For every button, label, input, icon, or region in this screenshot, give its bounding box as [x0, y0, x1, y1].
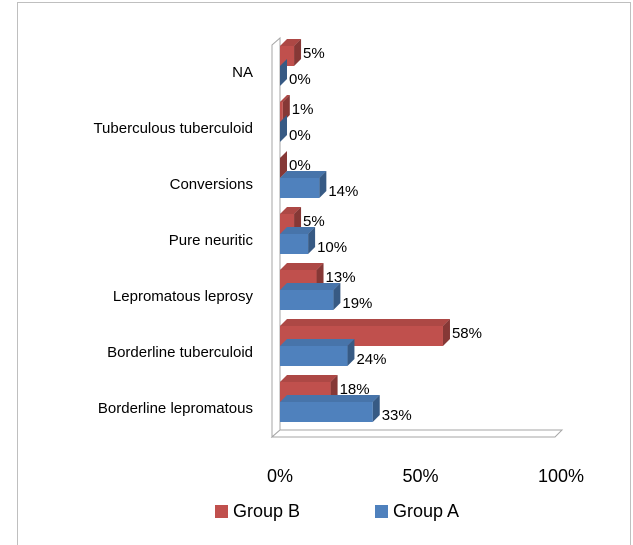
side-wall — [271, 36, 281, 439]
bar-group — [280, 95, 290, 122]
legend-label: Group A — [393, 501, 459, 521]
data-label: 0% — [289, 157, 311, 174]
bar-side — [442, 319, 450, 346]
bar-side — [280, 59, 287, 86]
bar-top — [280, 95, 290, 102]
legend-swatch — [215, 505, 228, 518]
bar-group — [280, 115, 287, 142]
data-label: 18% — [340, 381, 370, 398]
data-label: 0% — [289, 71, 311, 88]
bar-group — [280, 171, 327, 198]
bar-group — [280, 151, 287, 178]
data-label: 0% — [289, 127, 311, 144]
bar — [280, 178, 320, 198]
data-label: 24% — [356, 351, 386, 368]
data-label: 14% — [328, 183, 358, 200]
y-tick-label: Lepromatous leprosy — [113, 288, 254, 305]
bar — [280, 346, 348, 366]
bar-top — [280, 375, 338, 382]
data-label: 10% — [317, 239, 347, 256]
bar-side — [282, 95, 290, 122]
x-tick-label: 0% — [267, 466, 293, 486]
data-label: 1% — [292, 101, 314, 118]
bar-group — [280, 59, 287, 86]
bar-side — [280, 151, 287, 178]
bar-top — [280, 227, 316, 234]
legend-label: Group B — [233, 501, 300, 521]
data-label: 5% — [303, 45, 325, 62]
bar — [280, 290, 334, 310]
bar-side — [347, 339, 355, 366]
y-tick-label: Tuberculous tuberculoid — [93, 120, 253, 137]
bar-group — [280, 39, 302, 66]
y-tick-label: Borderline lepromatous — [98, 400, 253, 417]
bar-side — [319, 171, 327, 198]
bar-group — [280, 227, 316, 254]
y-tick-label: Pure neuritic — [169, 232, 254, 249]
floor — [270, 429, 564, 438]
bar — [280, 102, 283, 122]
bar-side — [280, 115, 287, 142]
bar — [280, 234, 309, 254]
bar-group — [280, 339, 355, 366]
bar-side — [308, 227, 316, 254]
bar — [280, 46, 295, 66]
y-tick-label: Conversions — [170, 176, 253, 193]
bar-top — [280, 395, 380, 402]
y-tick-label: Borderline tuberculoid — [107, 344, 253, 361]
x-tick-label: 100% — [538, 466, 584, 486]
data-label: 13% — [326, 269, 356, 286]
bar — [280, 402, 373, 422]
bar-group — [280, 283, 341, 310]
bar-top — [280, 263, 324, 270]
bar-side — [372, 395, 380, 422]
data-label: 58% — [452, 325, 482, 342]
bar-top — [280, 39, 302, 46]
data-label: 33% — [382, 407, 412, 424]
x-tick-label: 50% — [402, 466, 438, 486]
data-label: 5% — [303, 213, 325, 230]
bar-top — [280, 283, 341, 290]
bar-top — [280, 207, 302, 214]
bar-side — [294, 39, 302, 66]
bar-top — [280, 339, 355, 346]
bar-top — [280, 319, 450, 326]
legend-swatch — [375, 505, 388, 518]
chart-frame — [17, 2, 631, 545]
bar-side — [333, 283, 341, 310]
bar-group — [280, 395, 380, 422]
bar-top — [280, 171, 327, 178]
y-tick-label: NA — [232, 64, 253, 81]
data-label: 19% — [342, 295, 372, 312]
